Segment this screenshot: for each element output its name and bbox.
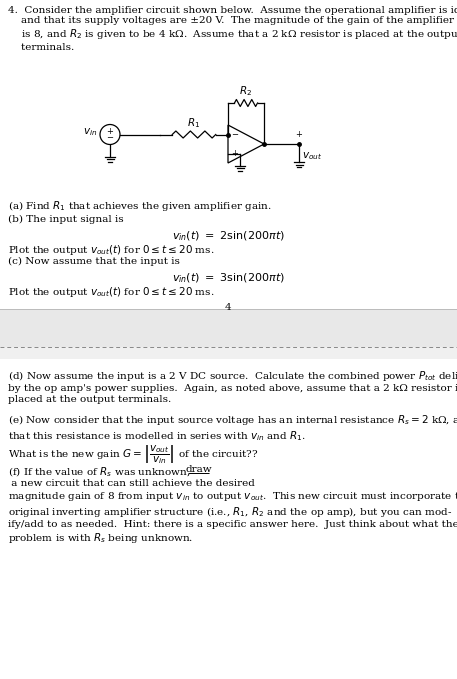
Text: +: + — [232, 149, 239, 158]
Text: $v_{in}(t)\ =\ 2\sin(200\pi t)$: $v_{in}(t)\ =\ 2\sin(200\pi t)$ — [171, 229, 285, 242]
Text: 4: 4 — [225, 303, 231, 312]
Text: (e) Now consider that the input source voltage has an internal resistance $R_s =: (e) Now consider that the input source v… — [8, 413, 457, 443]
Text: $R_1$: $R_1$ — [187, 115, 201, 130]
Bar — [0, 309, 457, 347]
Text: 4.  Consider the amplifier circuit shown below.  Assume the operational amplifie: 4. Consider the amplifier circuit shown … — [8, 6, 457, 52]
Text: +: + — [296, 130, 303, 139]
Text: a new circuit that can still achieve the desired
magnitude gain of 8 from input : a new circuit that can still achieve the… — [8, 479, 457, 545]
Text: Plot the output $v_{out}(t)$ for $0 \leq t \leq 20$ ms.: Plot the output $v_{out}(t)$ for $0 \leq… — [8, 243, 214, 257]
Text: Plot the output $v_{out}(t)$ for $0 \leq t \leq 20$ ms.: Plot the output $v_{out}(t)$ for $0 \leq… — [8, 285, 214, 299]
Bar — [0, 347, 457, 359]
Text: $R_2$: $R_2$ — [239, 84, 253, 98]
Text: draw: draw — [186, 465, 213, 474]
Text: $v_{in}$: $v_{in}$ — [83, 126, 97, 139]
Text: (b) The input signal is: (b) The input signal is — [8, 215, 124, 224]
Text: What is the new gain $G = \left|\dfrac{v_{out}}{v_{in}}\right|$ of the circuit??: What is the new gain $G = \left|\dfrac{v… — [8, 443, 259, 466]
Text: $v_{out}$: $v_{out}$ — [302, 150, 322, 162]
Text: (c) Now assume that the input is: (c) Now assume that the input is — [8, 257, 180, 266]
Text: (d) Now assume the input is a 2 V DC source.  Calculate the combined power $P_{t: (d) Now assume the input is a 2 V DC sou… — [8, 369, 457, 404]
Text: (f) If the value of $R_s$ was unknown,: (f) If the value of $R_s$ was unknown, — [8, 465, 191, 479]
Text: +: + — [106, 126, 113, 136]
Text: −: − — [106, 134, 113, 143]
Text: $v_{in}(t)\ =\ 3\sin(200\pi t)$: $v_{in}(t)\ =\ 3\sin(200\pi t)$ — [171, 271, 285, 285]
Text: −: − — [232, 130, 239, 139]
Text: (a) Find $R_1$ that achieves the given amplifier gain.: (a) Find $R_1$ that achieves the given a… — [8, 199, 271, 213]
